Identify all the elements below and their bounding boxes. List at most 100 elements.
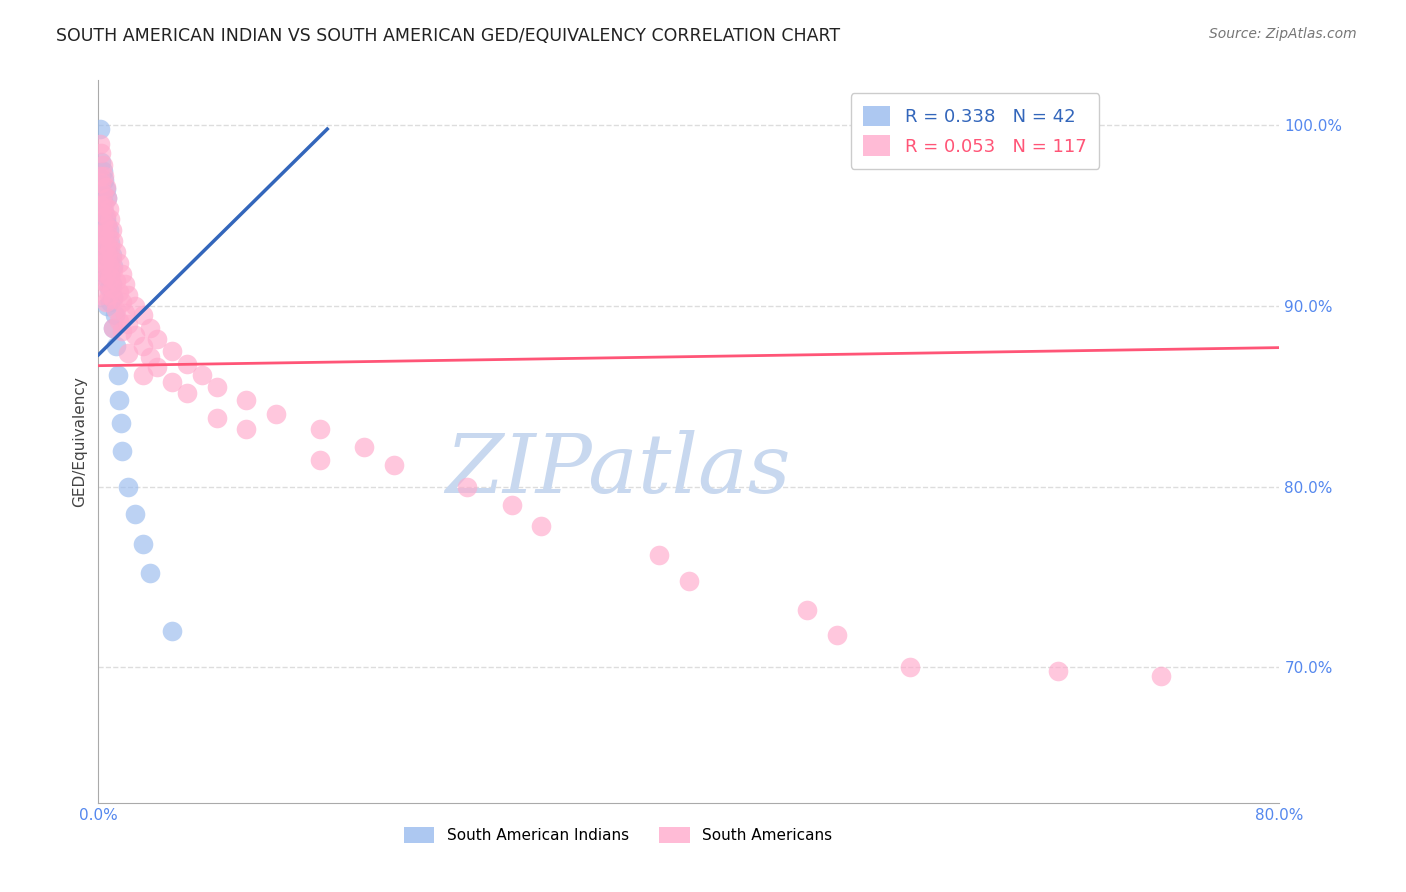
Legend: South American Indians, South Americans: South American Indians, South Americans [398,822,838,849]
Point [678,574,700,588]
Point [93,172,115,186]
Point [94,212,117,227]
Point [124,328,146,343]
Point [100,248,122,262]
Point [114,306,136,320]
Point [139,350,162,364]
Point [94,267,117,281]
Point [114,277,136,292]
Point [117,480,139,494]
Point [648,549,671,563]
Point [100,252,122,266]
Point [103,234,125,248]
Point [105,274,128,288]
Point [1150,669,1173,683]
Point [205,411,228,425]
Point [97,253,120,268]
Point [96,248,118,262]
Point [96,218,118,232]
Point [91,216,114,230]
Point [89,252,111,266]
Point [530,519,553,533]
Point [103,263,125,277]
Point [100,223,122,237]
Point [162,344,183,359]
Point [132,368,155,382]
Point [90,263,112,277]
Point [96,299,118,313]
Point [132,339,155,353]
Point [796,602,818,616]
Point [205,380,228,394]
Point [89,227,111,241]
Point [176,357,198,371]
Point [98,295,121,310]
Point [89,169,111,183]
Point [162,624,183,639]
Point [93,205,115,219]
Point [91,163,114,178]
Point [139,566,162,581]
Point [111,324,134,338]
Point [825,628,848,642]
Point [93,198,115,212]
Point [91,187,114,202]
Point [353,440,375,454]
Point [900,660,922,674]
Point [91,244,114,259]
Point [97,260,120,274]
Point [94,295,117,310]
Point [108,256,131,270]
Point [309,452,332,467]
Point [97,281,120,295]
Point [89,136,111,151]
Point [132,308,155,322]
Point [91,194,114,209]
Point [1046,664,1070,678]
Point [108,392,131,407]
Point [146,360,169,375]
Point [89,122,111,136]
Text: ZIPatlas: ZIPatlas [446,431,790,510]
Point [90,234,112,248]
Point [132,537,155,551]
Point [103,292,125,306]
Point [98,212,121,227]
Point [96,272,118,286]
Point [103,320,125,334]
Point [104,308,127,322]
Point [96,244,118,259]
Point [97,288,120,302]
Point [91,248,114,262]
Point [264,408,287,422]
Point [108,313,131,327]
Point [96,219,118,234]
Point [97,223,120,237]
Point [100,277,122,292]
Point [97,230,120,244]
Point [93,235,115,250]
Point [501,498,523,512]
Point [235,392,257,407]
Point [98,235,121,250]
Point [94,209,117,223]
Point [94,237,117,252]
Text: SOUTH AMERICAN INDIAN VS SOUTH AMERICAN GED/EQUIVALENCY CORRELATION CHART: SOUTH AMERICAN INDIAN VS SOUTH AMERICAN … [56,27,841,45]
Point [457,480,479,494]
Point [94,181,117,195]
Point [105,244,128,259]
Point [96,277,118,292]
Point [90,288,112,302]
Point [90,176,112,190]
Point [90,145,112,160]
Point [124,299,146,313]
Point [100,281,122,295]
Point [235,422,257,436]
Point [90,205,112,219]
Point [98,267,121,281]
Point [105,339,128,353]
Point [90,218,112,232]
Point [96,191,118,205]
Point [90,154,112,169]
Point [124,507,146,521]
